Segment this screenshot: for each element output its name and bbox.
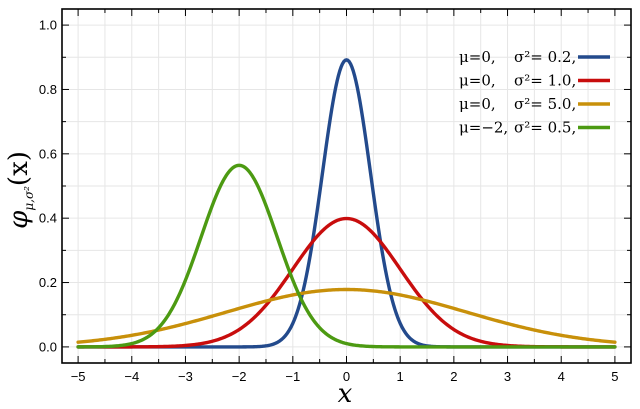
legend-variance-label: σ²= 0.5, — [514, 119, 576, 137]
y-tick-label: 0.6 — [39, 146, 57, 161]
legend-variance-label: σ²= 1.0, — [514, 72, 576, 90]
x-tick-label: 4 — [558, 369, 565, 384]
legend-variance-label: σ²= 5.0, — [514, 95, 576, 113]
x-tick-label: −2 — [232, 369, 247, 384]
y-tick-label: 0.8 — [39, 82, 57, 97]
y-tick-label: 0.2 — [39, 275, 57, 290]
legend-mu-label: μ=0, — [459, 48, 496, 66]
legend-mu-label: μ=−2, — [459, 119, 508, 137]
x-tick-label: 2 — [450, 369, 457, 384]
y-tick-label: 1.0 — [39, 18, 57, 33]
x-tick-label: −1 — [285, 369, 300, 384]
legend-mu-label: μ=0, — [459, 95, 496, 113]
legend-variance-label: σ²= 0.2, — [514, 48, 576, 66]
y-tick-label: 0.4 — [39, 211, 57, 226]
y-axis-ticks: 0.0 0.2 0.4 0.6 0.8 1.0 — [39, 18, 631, 354]
legend-mu-label: μ=0, — [459, 72, 496, 90]
y-axis-label-subscript: μ,σ² — [22, 186, 36, 211]
x-axis-ticks: −5 −4 −3 −2 −1 0 1 2 3 4 5 — [71, 9, 619, 384]
svg-text:φμ,σ²(x): φμ,σ²(x) — [4, 151, 36, 229]
x-tick-label: −5 — [71, 369, 86, 384]
y-tick-label: 0.0 — [39, 339, 57, 354]
x-tick-label: −3 — [178, 369, 193, 384]
y-axis-label: φμ,σ²(x) — [4, 151, 36, 229]
y-axis-label-arg: (x) — [4, 151, 34, 186]
x-tick-label: 0 — [343, 369, 350, 384]
y-axis-label-main: φ — [4, 210, 34, 229]
series-curve-4 — [76, 163, 617, 349]
x-axis-label: x — [338, 379, 353, 409]
series-curves — [76, 58, 617, 349]
x-tick-label: −4 — [124, 369, 139, 384]
x-tick-label: 5 — [611, 369, 618, 384]
x-tick-label: 1 — [397, 369, 404, 384]
series-curve-3 — [76, 287, 617, 344]
x-tick-label: 3 — [504, 369, 511, 384]
legend: μ=0, σ²= 0.2, μ=0, σ²= 1.0, μ=0, σ²= 5.0, μ=−2… — [459, 48, 610, 137]
